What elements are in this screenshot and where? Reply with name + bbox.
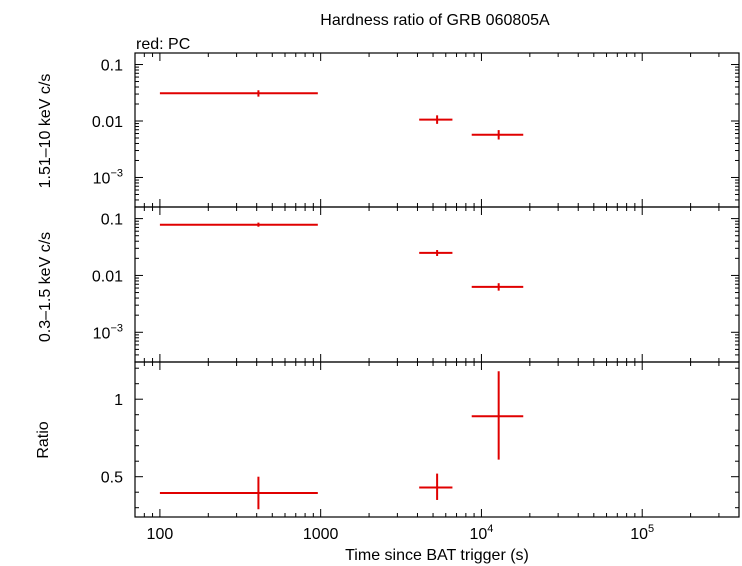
panel-top: 1.51–10 keV c/s 10−3 0.01 0.1 <box>37 52 740 208</box>
panel-middle-frame <box>134 206 740 363</box>
panel-top-marks: 10−3 0.01 0.1 <box>92 53 740 208</box>
y-axis-label-middle: 0.3–1.5 keV c/s <box>37 232 54 342</box>
x-tick-label: 104 <box>469 523 493 543</box>
panel-top-frame <box>134 52 740 208</box>
x-tick-label: 1000 <box>303 526 339 543</box>
y-tick-label-middle: 0.01 <box>92 268 123 285</box>
panel-middle: 0.3–1.5 keV c/s 10−3 0.01 0.1 <box>37 206 740 363</box>
x-axis-label: Time since BAT trigger (s) <box>345 547 529 564</box>
panel-middle-marks: 10−3 0.01 0.1 <box>92 207 740 363</box>
y-axis-label-top: 1.51–10 keV c/s <box>37 74 54 189</box>
panel-bottom: Ratio 100 1000 104 105 0.5 1 <box>35 361 740 543</box>
y-tick-label-middle: 0.1 <box>101 212 123 229</box>
y-tick-label-top: 0.1 <box>101 58 123 75</box>
chart-title: Hardness ratio of GRB 060805A <box>320 12 550 29</box>
panel-bottom-marks: 100 1000 104 105 0.5 1 <box>101 362 740 543</box>
y-tick-label-top: 0.01 <box>92 114 123 131</box>
x-tick-label: 100 <box>147 526 174 543</box>
x-tick-label: 105 <box>630 523 654 543</box>
y-tick-label-top: 10−3 <box>93 167 123 187</box>
y-tick-label-bottom: 1 <box>114 392 123 409</box>
y-axis-label-bottom: Ratio <box>35 421 52 458</box>
y-tick-label-middle: 10−3 <box>93 322 123 342</box>
legend-label: red: PC <box>136 36 190 53</box>
y-tick-label-bottom: 0.5 <box>101 470 123 487</box>
panel-bottom-frame <box>134 361 740 518</box>
